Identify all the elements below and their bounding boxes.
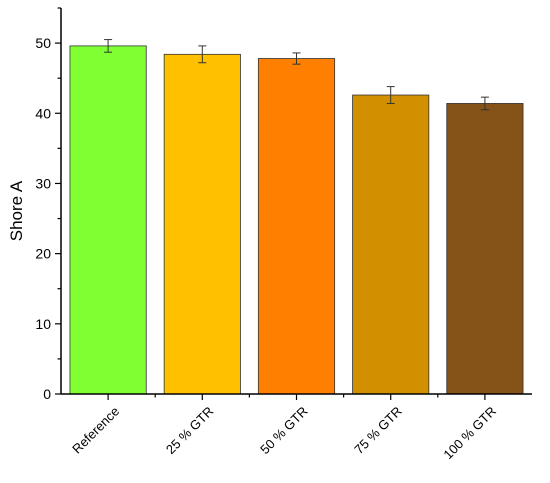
y-tick-label: 10 (35, 316, 51, 332)
bar (446, 103, 524, 395)
x-tick-label: 25 % GTR (163, 404, 217, 458)
bar (352, 94, 430, 395)
y-tick-label: 50 (35, 35, 51, 51)
bar (69, 45, 147, 395)
y-ticks-group: 0 10 20 30 40 50 (35, 7, 61, 402)
bar (163, 53, 241, 395)
y-tick-label: 0 (43, 386, 51, 402)
x-tick-label: 50 % GTR (257, 404, 311, 458)
y-tick-label: 20 (35, 246, 51, 262)
y-axis-label: Shore A (7, 180, 26, 241)
x-tick-label: 100 % GTR (440, 404, 499, 463)
bars-group (69, 45, 524, 395)
x-tick-label: 75 % GTR (351, 404, 405, 458)
bar (257, 58, 336, 395)
error-bars-group (104, 39, 489, 111)
x-tick-label: Reference (69, 404, 122, 457)
x-ticks-group: Reference 25 % GTR 50 % GTR 75 % GTR 100 % G… (69, 394, 499, 462)
y-tick-label: 40 (35, 105, 51, 121)
y-tick-label: 30 (35, 175, 51, 191)
